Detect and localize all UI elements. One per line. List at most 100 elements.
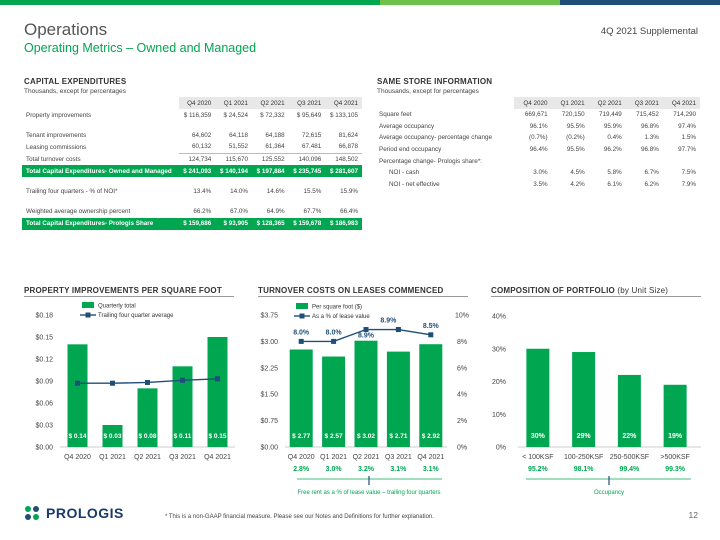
column-header: Q1 2021 — [551, 97, 589, 109]
bar-label: $ 0.14 — [68, 433, 86, 440]
line-data-label: 8.0% — [326, 329, 343, 336]
bar — [386, 351, 410, 447]
bar-label: $ 0.03 — [103, 433, 121, 440]
y-tick-label-right: 6% — [457, 365, 467, 372]
table-row: Total Capital Expenditures- Owned and Ma… — [22, 165, 362, 178]
table-cell: 715,452 — [636, 111, 659, 119]
table-cell: 115,670 — [215, 152, 252, 166]
table-cell — [663, 155, 700, 167]
table-cell — [589, 155, 626, 167]
table-cell: 51,552 — [228, 143, 248, 151]
table-cell: 7.5% — [681, 169, 696, 177]
bar — [572, 352, 596, 447]
table-cell: $ 159,686 — [178, 217, 216, 230]
divider — [24, 296, 234, 297]
table-row: Percentage change- Prologis share*: — [375, 155, 700, 167]
samestore-note: Thousands, except for percentages — [377, 88, 479, 95]
table-cell: 95.5% — [566, 146, 585, 154]
table-cell: 97.4% — [678, 122, 696, 130]
occupancy-value: 99.3% — [665, 466, 686, 473]
line-point — [75, 380, 80, 386]
table-cell: 7.9% — [681, 180, 696, 188]
bar — [419, 344, 443, 447]
table-row: Square feet 669,671 720,150 719,449 715,452 7… — [375, 109, 700, 121]
table-cell: 1.3% — [644, 134, 659, 142]
bar — [617, 374, 641, 447]
samestore-heading: SAME STORE INFORMATION — [377, 77, 493, 86]
y-tick-label: $0.06 — [35, 401, 53, 408]
table-cell: 4.2% — [570, 180, 585, 188]
x-tick-label: Q4 2021 — [417, 454, 444, 461]
bar-label: $ 2.92 — [422, 433, 440, 440]
table-row: Total Capital Expenditures- Prologis Sha… — [22, 217, 362, 230]
top-accent-bar — [0, 0, 720, 5]
capex-table: Q4 2020 Q1 2021 Q2 2021 Q3 2021 Q4 2021 Prope… — [22, 97, 362, 230]
y-tick-label: $2.25 — [260, 365, 278, 372]
column-header: Q1 2021 — [215, 97, 252, 109]
table-cell: 64,602 — [192, 131, 212, 139]
y-tick-label: $0.09 — [35, 379, 53, 386]
capex-heading: CAPITAL EXPENDITURES — [24, 77, 127, 86]
table-cell: 714,290 — [673, 111, 696, 119]
bar — [526, 348, 550, 447]
table-cell: $ 133,105 — [329, 111, 358, 119]
footnote: * This is a non-GAAP financial measure. … — [165, 514, 434, 520]
table-cell: $ 140,194 — [215, 165, 252, 178]
legend-swatch-marker — [299, 313, 305, 319]
bar-label: 30% — [531, 433, 546, 440]
y-tick-label: $1.50 — [260, 392, 278, 399]
legend-swatch-marker — [85, 312, 91, 318]
y-tick-label: 20% — [492, 379, 506, 386]
legend-label: Per square foot ($) — [312, 305, 362, 311]
table-cell: 66.2% — [193, 208, 212, 216]
table-header-row: Q4 2020 Q1 2021 Q2 2021 Q3 2021 Q4 2021 — [375, 97, 700, 109]
row-label: Weighted average ownership percent — [26, 208, 131, 216]
table-cell: 720,150 — [561, 111, 585, 119]
table-header-row: Q4 2020 Q1 2021 Q2 2021 Q3 2021 Q4 2021 — [22, 97, 362, 109]
logo-mark-icon — [25, 506, 39, 520]
table-cell: 4.5% — [570, 169, 585, 177]
legend-swatch-bar — [296, 303, 308, 309]
bar — [172, 366, 193, 447]
y-tick-label: $0.00 — [35, 445, 53, 452]
x-tick-label: 250-500KSF — [610, 454, 649, 461]
row-label: Square feet — [379, 111, 412, 119]
table-cell: 5.8% — [607, 169, 622, 177]
bar-label: $ 2.71 — [389, 433, 407, 440]
row-label: Property improvements — [26, 111, 92, 119]
table-cell — [514, 155, 551, 167]
y-tick-label: 30% — [492, 346, 506, 353]
line-point — [331, 338, 337, 344]
table-row: NOI - net effective 3.5% 4.2% 6.1% 6.2% 7.9% — [375, 179, 700, 191]
table-row: Weighted average ownership percent 66.2% 6… — [22, 206, 362, 218]
y-tick-label: 10% — [492, 412, 506, 419]
page-subtitle: Operating Metrics – Owned and Managed — [24, 41, 257, 55]
bar — [102, 425, 123, 447]
table-cell: 0.4% — [607, 134, 622, 142]
row-label: Tenant improvements — [26, 131, 87, 139]
table-row: NOI - cash 3.0% 4.5% 5.8% 6.7% 7.5% — [375, 167, 700, 179]
x-tick-label: Q1 2021 — [99, 454, 126, 461]
table-cell: 64,118 — [229, 131, 248, 139]
table-cell: 96.8% — [641, 146, 659, 154]
bar — [67, 344, 88, 447]
table-cell: 96.4% — [529, 146, 548, 154]
bar-label: 22% — [622, 433, 637, 440]
line-data-label: 8.9% — [380, 318, 397, 325]
table-cell: 97.7% — [678, 146, 696, 154]
divider — [258, 296, 468, 297]
bar-label: $ 0.08 — [138, 433, 156, 440]
composition-chart-heading: COMPOSITION OF PORTFOLIO (by Unit Size) — [491, 286, 669, 295]
x-tick-label: Q2 2021 — [353, 454, 380, 461]
logo-text: PROLOGIS — [46, 505, 124, 521]
table-row: Leasing commissions 60,132 51,552 61,364 67,… — [22, 141, 362, 153]
x-tick-label: Q3 2021 — [385, 454, 412, 461]
line-point — [428, 332, 434, 338]
table-cell: $ 128,365 — [251, 217, 289, 230]
supplemental-label: 4Q 2021 Supplemental — [600, 26, 698, 37]
line-point — [215, 376, 220, 382]
property-chart-heading: PROPERTY IMPROVEMENTS PER SQUARE FOOT — [24, 286, 222, 295]
table-cell: 3.0% — [533, 169, 548, 177]
table-cell: 6.1% — [607, 180, 622, 188]
table-cell: 72,615 — [302, 131, 322, 139]
